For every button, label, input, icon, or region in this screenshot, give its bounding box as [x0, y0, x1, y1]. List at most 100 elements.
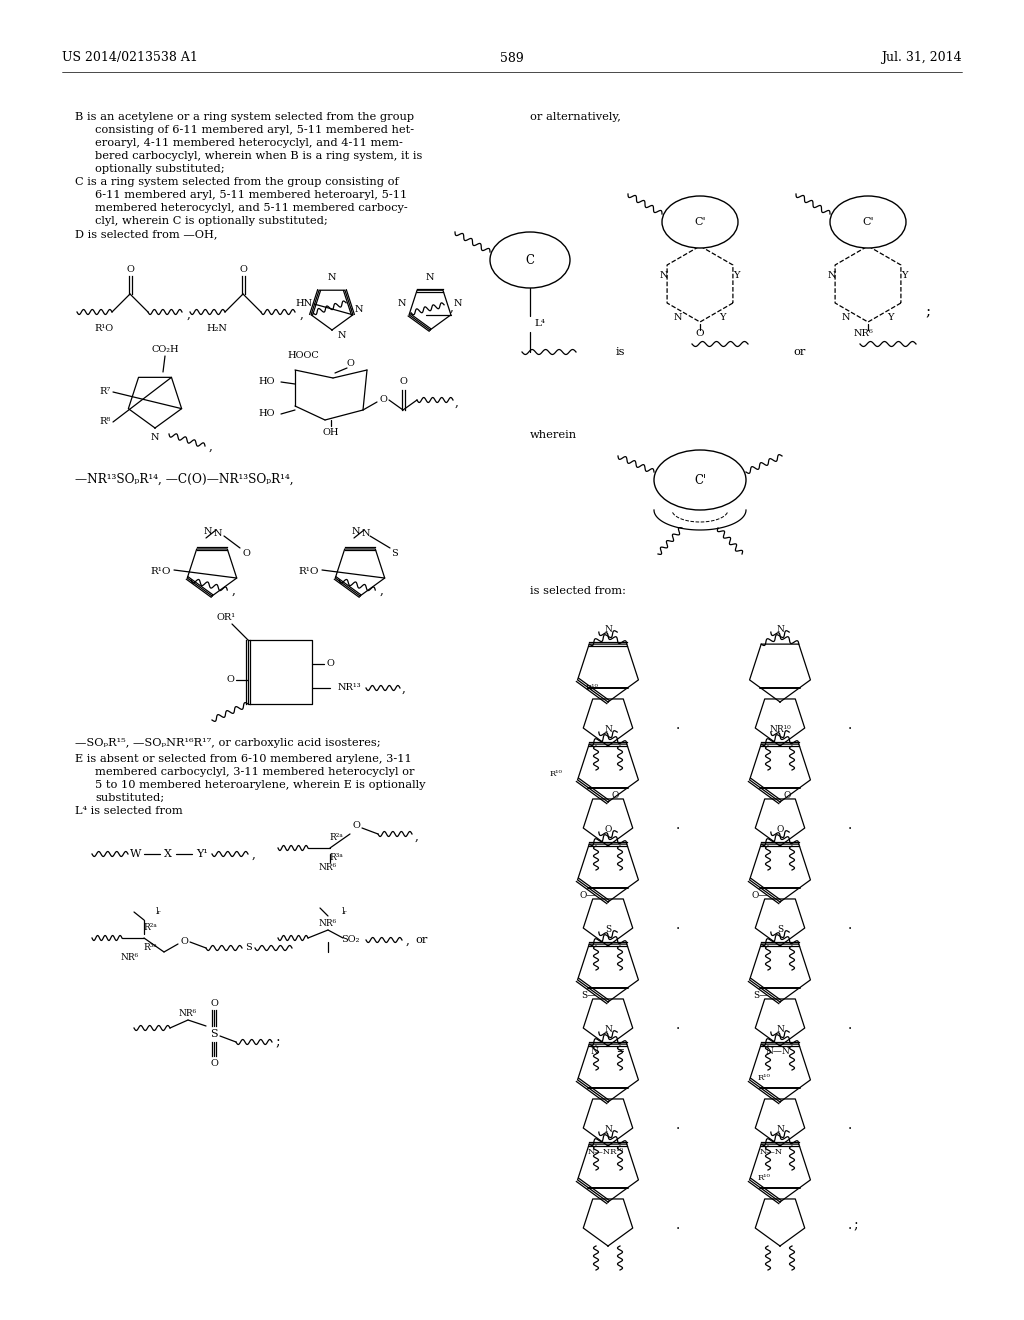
- Text: S: S: [777, 924, 783, 933]
- Text: B is an acetylene or a ring system selected from the group: B is an acetylene or a ring system selec…: [75, 112, 414, 121]
- Text: ;: ;: [854, 1218, 858, 1232]
- Text: ,: ,: [231, 583, 236, 597]
- Text: S: S: [210, 1030, 218, 1039]
- Text: HO: HO: [258, 409, 275, 418]
- Text: NR⁶: NR⁶: [121, 953, 139, 962]
- Text: membered carbocyclyl, 3-11 membered heterocyclyl or: membered carbocyclyl, 3-11 membered hete…: [95, 767, 415, 777]
- Text: N: N: [397, 300, 407, 309]
- Text: N: N: [328, 273, 336, 282]
- Text: S: S: [391, 549, 398, 558]
- Text: wherein: wherein: [530, 430, 578, 440]
- Text: .: .: [848, 1118, 852, 1133]
- Text: N: N: [214, 529, 222, 539]
- Text: O: O: [210, 1060, 218, 1068]
- Text: optionally substituted;: optionally substituted;: [95, 164, 224, 174]
- Text: ,: ,: [187, 308, 190, 321]
- Ellipse shape: [654, 450, 746, 510]
- Text: bered carbocyclyl, wherein when B is a ring system, it is: bered carbocyclyl, wherein when B is a r…: [95, 150, 422, 161]
- Text: Y: Y: [719, 314, 725, 322]
- Text: L⁴ is selected from: L⁴ is selected from: [75, 807, 182, 816]
- Text: O: O: [784, 792, 792, 800]
- Text: L⁴: L⁴: [534, 319, 545, 329]
- Text: NR⁶: NR⁶: [179, 1010, 197, 1019]
- Text: —SOₚR¹⁵, —SOₚNR¹⁶R¹⁷, or carboxylic acid isosteres;: —SOₚR¹⁵, —SOₚNR¹⁶R¹⁷, or carboxylic acid…: [75, 738, 381, 748]
- Text: N: N: [352, 528, 360, 536]
- Text: .: .: [848, 917, 852, 932]
- Text: R⁷: R⁷: [99, 388, 111, 396]
- Text: .: .: [676, 818, 680, 832]
- Text: H₂N: H₂N: [207, 323, 227, 333]
- Text: C': C': [862, 216, 873, 227]
- Text: NR¹³: NR¹³: [338, 684, 361, 693]
- Text: .: .: [848, 1218, 852, 1232]
- Text: HO: HO: [258, 378, 275, 387]
- Text: .: .: [848, 1018, 852, 1032]
- Text: R¹O: R¹O: [298, 568, 318, 577]
- Text: O: O: [612, 792, 620, 800]
- Text: .: .: [848, 718, 852, 733]
- Text: N: N: [659, 272, 669, 281]
- Text: N: N: [604, 624, 612, 634]
- Text: ,: ,: [455, 396, 459, 408]
- Text: N—NR¹⁰: N—NR¹⁰: [588, 1148, 624, 1156]
- Text: R¹O: R¹O: [94, 323, 114, 333]
- Text: N: N: [426, 273, 434, 282]
- Text: E is absent or selected from 6-10 membered arylene, 3-11: E is absent or selected from 6-10 member…: [75, 754, 412, 764]
- Text: ,: ,: [407, 933, 410, 946]
- Text: OH: OH: [323, 428, 339, 437]
- Text: ,: ,: [252, 847, 256, 861]
- Text: R¹⁰: R¹⁰: [757, 1173, 770, 1181]
- Text: lᵣ: lᵣ: [156, 908, 162, 916]
- Ellipse shape: [830, 195, 906, 248]
- Text: Y: Y: [901, 272, 907, 281]
- Text: ,: ,: [450, 300, 453, 313]
- Text: O: O: [399, 378, 407, 387]
- Text: N: N: [338, 330, 346, 339]
- Text: N: N: [842, 314, 850, 322]
- Text: .: .: [848, 818, 852, 832]
- Text: R¹O: R¹O: [150, 568, 171, 577]
- Text: .: .: [676, 917, 680, 932]
- Text: ,: ,: [379, 583, 383, 597]
- Text: membered heterocyclyl, and 5-11 membered carbocy-: membered heterocyclyl, and 5-11 membered…: [95, 203, 408, 213]
- Text: 6-11 membered aryl, 5-11 membered heteroaryl, 5-11: 6-11 membered aryl, 5-11 membered hetero…: [95, 190, 408, 201]
- Text: N: N: [604, 1024, 612, 1034]
- Text: eroaryl, 4-11 membered heterocyclyl, and 4-11 mem-: eroaryl, 4-11 membered heterocyclyl, and…: [95, 139, 402, 148]
- Text: D is selected from —OH,: D is selected from —OH,: [75, 228, 217, 239]
- Text: N: N: [151, 433, 160, 442]
- Text: C: C: [525, 253, 535, 267]
- Text: N: N: [776, 624, 784, 634]
- Text: N: N: [354, 305, 364, 314]
- Text: is: is: [615, 347, 625, 356]
- Text: NR⁶: NR⁶: [318, 863, 337, 873]
- Text: or: or: [794, 347, 806, 356]
- Text: O: O: [210, 999, 218, 1008]
- Text: O: O: [226, 676, 233, 685]
- Text: O: O: [352, 821, 360, 830]
- Text: O—: O—: [580, 891, 596, 900]
- Text: N: N: [827, 272, 837, 281]
- Text: R⁸: R⁸: [99, 417, 111, 426]
- Text: Y: Y: [733, 272, 739, 281]
- Text: or alternatively,: or alternatively,: [530, 112, 621, 121]
- Text: consisting of 6-11 membered aryl, 5-11 membered het-: consisting of 6-11 membered aryl, 5-11 m…: [95, 125, 414, 135]
- Text: .: .: [676, 1118, 680, 1133]
- Text: N: N: [604, 725, 612, 734]
- Text: O: O: [346, 359, 354, 368]
- Text: N: N: [204, 528, 212, 536]
- Text: O: O: [239, 264, 247, 273]
- Text: R²ᵃ: R²ᵃ: [329, 833, 343, 842]
- Text: ,: ,: [402, 681, 406, 694]
- Text: C is a ring system selected from the group consisting of: C is a ring system selected from the gro…: [75, 177, 398, 187]
- Text: HOOC: HOOC: [287, 351, 318, 360]
- Text: N: N: [776, 1125, 784, 1134]
- Text: N: N: [674, 314, 682, 322]
- Text: S: S: [245, 944, 251, 953]
- Text: N: N: [604, 1125, 612, 1134]
- Text: R³ᵃ: R³ᵃ: [329, 854, 343, 862]
- Text: SO₂: SO₂: [341, 936, 359, 945]
- Text: 589: 589: [500, 51, 524, 65]
- Text: Y¹: Y¹: [197, 849, 208, 859]
- Text: NR⁶: NR⁶: [854, 330, 873, 338]
- Text: R¹⁰: R¹⁰: [757, 1074, 770, 1082]
